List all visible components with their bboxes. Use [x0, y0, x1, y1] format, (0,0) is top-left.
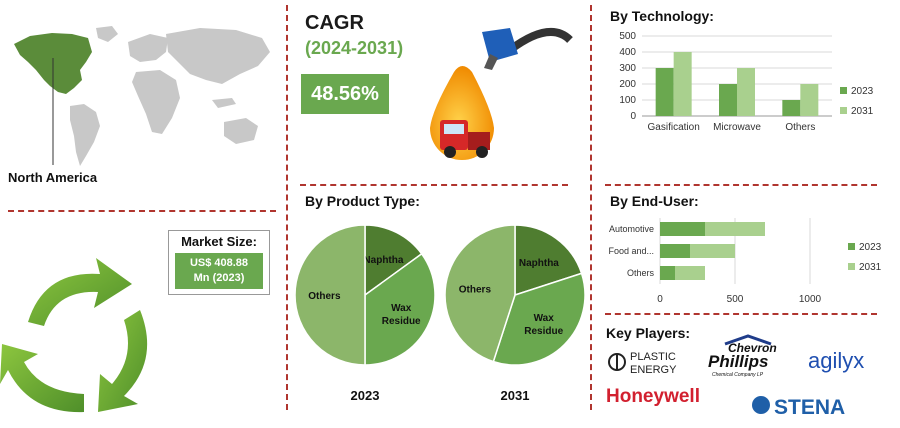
plastic-energy-text-2: ENERGY	[630, 364, 677, 376]
y-tick-label: 100	[619, 95, 636, 106]
key-player-logos: PLASTIC ENERGY Chevron Phillips Chemical…	[606, 334, 864, 419]
divider-right-bottom	[605, 313, 877, 315]
end-user-title: By End-User:	[610, 193, 699, 209]
y-tick-label: Others	[627, 268, 655, 278]
map-africa	[132, 70, 180, 134]
cagr-period: (2024-2031)	[305, 38, 404, 58]
pie-slice	[492, 272, 586, 366]
cagr-title: CAGR	[305, 12, 364, 34]
market-size-box: Market Size: US$ 408.88 Mn (2023)	[168, 230, 270, 295]
chevron-text-3: Chemical Company LP	[712, 372, 764, 378]
bar	[673, 52, 692, 116]
map-indonesia	[212, 98, 236, 108]
chevron-text-1: Chevron	[728, 341, 777, 355]
y-tick-label: 400	[619, 47, 636, 58]
pie-slice	[364, 224, 423, 297]
market-size-line1: US$ 408.88	[189, 257, 249, 269]
legend-label: 2031	[851, 106, 874, 117]
map-greenland	[96, 26, 118, 42]
pie-slice-label: Residue	[524, 326, 563, 337]
pie-slice	[364, 252, 436, 366]
y-tick-label: 500	[619, 31, 636, 42]
recycle-icon	[0, 258, 148, 413]
technology-chart: 0 100 200 300 400 500 Gasification Microwave Oth…	[619, 31, 874, 133]
honeywell-logo: Honeywell	[606, 386, 700, 407]
bar	[690, 244, 735, 258]
pie-slice	[444, 224, 516, 363]
pie-slice-label: Wax	[391, 303, 412, 314]
x-tick-label: 500	[727, 294, 744, 305]
y-tick-label: 300	[619, 63, 636, 74]
pie-slice-label: Others	[308, 291, 341, 302]
agilyx-logo: agilyx	[808, 348, 864, 373]
bar	[660, 266, 675, 280]
pie-year-label: 2023	[351, 388, 380, 403]
legend-label: 2023	[859, 242, 882, 253]
divider-vertical-right	[590, 5, 592, 410]
y-tick-label: 0	[630, 111, 636, 122]
map-south-america	[70, 104, 100, 166]
plastic-energy-logo: PLASTIC ENERGY	[608, 351, 677, 376]
bar	[737, 68, 755, 116]
bar	[800, 84, 819, 116]
bar	[655, 68, 674, 116]
market-size-title: Market Size:	[181, 234, 257, 249]
world-map: North America	[8, 26, 270, 185]
pie-year-label: 2031	[501, 388, 530, 403]
key-players-title: Key Players:	[606, 325, 691, 341]
y-tick-label: Food and...	[608, 246, 654, 256]
pie-slice-label: Residue	[382, 316, 421, 327]
legend-label: 2031	[859, 262, 882, 273]
x-tick-label: 1000	[799, 294, 822, 305]
pie-slice-label: Naphtha	[519, 258, 559, 269]
pie-slice	[294, 224, 366, 366]
market-size-line2: Mn (2023)	[193, 272, 245, 284]
stena-text: STENA	[774, 396, 845, 419]
legend-swatch	[848, 243, 855, 250]
bar	[705, 222, 765, 236]
x-tick-label: Others	[785, 122, 815, 133]
bar	[719, 84, 737, 116]
pie-slice-label: Others	[459, 285, 492, 296]
world-map-panel: North America	[0, 0, 285, 200]
market-size-value: US$ 408.88 Mn (2023)	[175, 253, 263, 289]
bar	[782, 100, 801, 116]
legend-swatch	[840, 107, 847, 114]
y-tick-label: 200	[619, 79, 636, 90]
plastic-energy-text-1: PLASTIC	[630, 351, 676, 363]
x-tick-label: Microwave	[713, 122, 761, 133]
legend-swatch	[848, 263, 855, 270]
map-australia	[224, 118, 258, 144]
pie-slice-label: Wax	[534, 313, 555, 324]
end-user-chart: 0 500 1000 Automotive Food and... Others 2023 2…	[608, 218, 882, 305]
x-tick-label: Gasification	[648, 122, 700, 133]
divider-vertical-left	[286, 5, 288, 410]
divider-left	[8, 210, 276, 212]
chevron-phillips-logo: Chevron Phillips Chemical Company LP	[708, 334, 777, 378]
map-asia	[166, 28, 270, 84]
pie-slice-label: Naphtha	[363, 255, 403, 266]
map-europe	[128, 34, 168, 62]
cagr-value: 48.56%	[301, 74, 389, 114]
chevron-text-2: Phillips	[708, 352, 768, 371]
divider-center	[300, 184, 568, 186]
fuel-drop-truck-icon	[430, 28, 573, 160]
stena-logo: STENA	[752, 396, 845, 419]
region-label: North America	[8, 170, 98, 185]
product-type-pies: Naphtha Wax Residue Others 2023 Naphtha Wax Res…	[294, 224, 586, 403]
product-type-title: By Product Type:	[305, 193, 420, 209]
legend-swatch	[840, 87, 847, 94]
bar	[675, 266, 705, 280]
pie-slice	[514, 224, 583, 297]
legend-label: 2023	[851, 86, 874, 97]
bar	[660, 244, 690, 258]
bar	[660, 222, 705, 236]
divider-right-top	[605, 184, 877, 186]
y-tick-label: Automotive	[609, 224, 654, 234]
x-tick-label: 0	[657, 294, 663, 305]
technology-title: By Technology:	[610, 8, 714, 24]
